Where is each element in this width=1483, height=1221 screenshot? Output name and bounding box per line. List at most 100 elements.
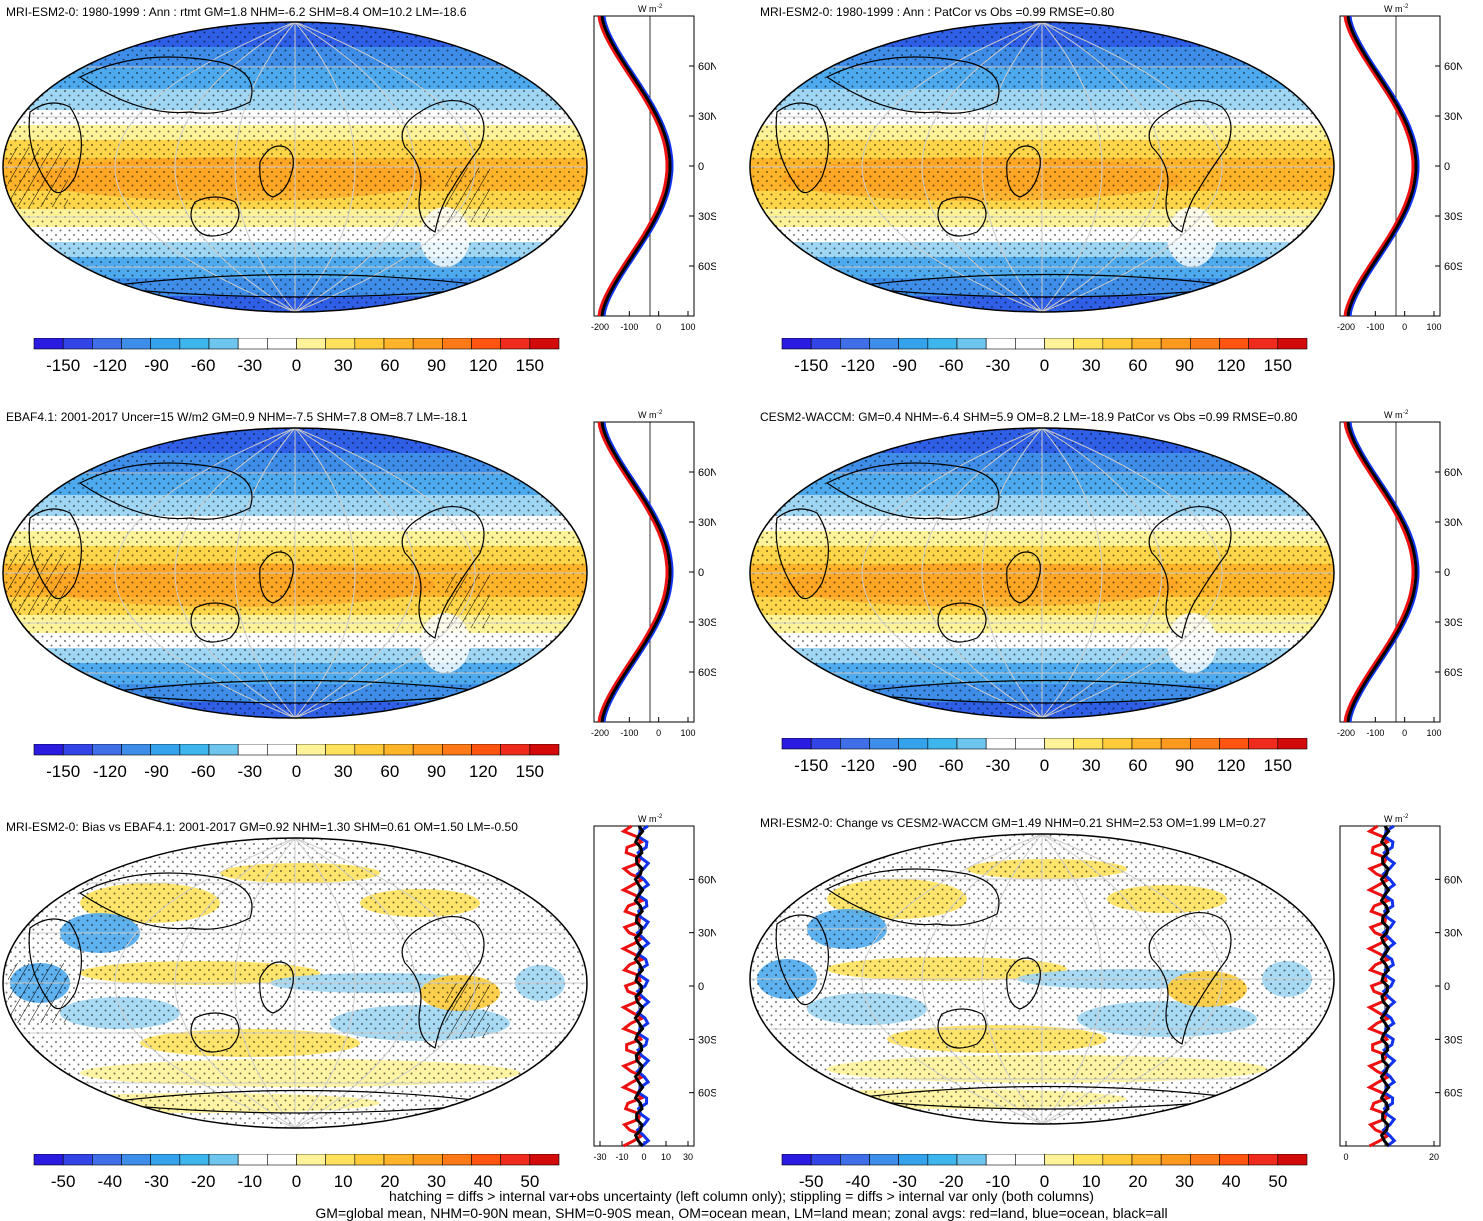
zonal-ytick-label: 30N: [698, 517, 716, 529]
colorbar-swatch: [296, 744, 326, 756]
zonal-ytick-label: 60S: [698, 667, 716, 679]
colorbar-tick-label: -30: [986, 356, 1011, 375]
colorbar-swatch: [927, 738, 958, 750]
colorbar-tick-label: -120: [93, 356, 127, 375]
colorbar-swatch: [869, 338, 899, 350]
zonal-xtick-label: -100: [620, 322, 638, 332]
panel-4-zonal-mean-plot: W m -2 60N 30N 0 30S 60S -200 -100 0 100: [1337, 410, 1462, 738]
zonal-unit-superscript: -2: [1403, 814, 1409, 820]
colorbar-tick-label: -10: [986, 1172, 1011, 1191]
zonal-xtick-label: 0: [1402, 322, 1407, 332]
colorbar-swatch: [840, 338, 870, 350]
colorbar-swatch: [500, 1154, 531, 1166]
colorbar-tick-label: -20: [191, 1172, 216, 1191]
colorbar-swatch: [1015, 1154, 1045, 1166]
colorbar-swatch: [927, 338, 958, 350]
colorbar-swatch: [985, 338, 1016, 350]
panel-1-title: MRI-ESM2-0: 1980-1999 : Ann : rtmt GM=1.…: [6, 5, 467, 19]
colorbar-swatch: [354, 1154, 385, 1166]
zonal-xtick-label: -200: [1337, 322, 1355, 332]
colorbar-tick-label: -90: [144, 356, 169, 375]
colorbar-tick-label: 0: [1040, 756, 1049, 775]
colorbar-swatch: [383, 338, 414, 350]
zonal-ytick-label: 30S: [698, 1034, 716, 1046]
colorbar-tick-label: -20: [939, 1172, 964, 1191]
colorbar-tick-label: 30: [1175, 1172, 1194, 1191]
colorbar-tick-label: -150: [46, 356, 80, 375]
panel-4-title: CESM2-WACCM: GM=0.4 NHM=-6.4 SHM=5.9 OM=…: [760, 410, 1298, 424]
zonal-unit-label: W m: [638, 4, 657, 14]
colorbar-swatch: [810, 738, 841, 750]
zonal-xtick-label: 100: [1426, 728, 1441, 738]
zonal-xtick-label: 0: [641, 1152, 646, 1162]
colorbar-swatch: [442, 744, 472, 756]
zonal-xtick-label: -200: [1337, 728, 1355, 738]
colorbar-swatch: [840, 738, 870, 750]
colorbar-swatch: [529, 338, 560, 350]
colorbar-swatch: [1160, 1154, 1191, 1166]
colorbar-swatch: [898, 1154, 929, 1166]
zonal-xtick-label: -100: [620, 728, 638, 738]
colorbar-swatch: [471, 744, 501, 756]
colorbar-tick-label: -150: [794, 356, 828, 375]
zonal-unit-label: W m: [1384, 814, 1403, 824]
colorbar-tick-label: -50: [51, 1172, 76, 1191]
colorbar-swatch: [781, 338, 812, 350]
zonal-unit-label: W m: [1384, 4, 1403, 14]
colorbar-swatch: [1219, 738, 1249, 750]
colorbar-swatch: [237, 1154, 268, 1166]
colorbar-swatch: [267, 744, 297, 756]
colorbar-swatch: [810, 1154, 841, 1166]
colorbar-tick-label: -90: [892, 756, 917, 775]
zonal-unit-superscript: -2: [657, 410, 663, 416]
zonal-unit-label: W m: [1384, 410, 1403, 420]
colorbar-swatch: [1277, 738, 1308, 750]
colorbar-tick-label: 20: [380, 1172, 399, 1191]
colorbar-tick-label: -60: [191, 762, 216, 781]
colorbar-swatch: [1102, 738, 1133, 750]
colorbar-swatch: [121, 338, 151, 350]
colorbar-tick-label: 50: [1268, 1172, 1287, 1191]
colorbar-swatch: [412, 1154, 443, 1166]
colorbar-tick-label: 90: [1175, 356, 1194, 375]
colorbar-swatch: [1131, 738, 1162, 750]
colorbar-swatch: [237, 338, 268, 350]
colorbar-tick-label: 0: [1040, 356, 1049, 375]
zonal-ytick-label: 0: [1444, 981, 1450, 993]
colorbar-swatch: [1248, 338, 1279, 350]
colorbar-swatch: [267, 1154, 297, 1166]
colorbar-tick-label: 120: [1217, 356, 1245, 375]
colorbar-swatch: [150, 338, 181, 350]
colorbar-tick-label: 150: [1264, 756, 1292, 775]
colorbar-tick-label: 40: [1222, 1172, 1241, 1191]
zonal-ytick-label: 30N: [1444, 111, 1462, 123]
colorbar-swatch: [1015, 738, 1045, 750]
colorbar-tick-label: 30: [334, 356, 353, 375]
zonal-ytick-label: 60S: [1444, 1088, 1462, 1100]
colorbar-swatch: [869, 1154, 899, 1166]
zonal-xtick-label: 100: [1426, 322, 1441, 332]
zonal-ytick-label: 30N: [698, 111, 716, 123]
colorbar-swatch: [927, 1154, 958, 1166]
zonal-ytick-label: 30N: [1444, 928, 1462, 940]
colorbar-tick-label: -90: [892, 356, 917, 375]
zonal-unit-superscript: -2: [1403, 410, 1409, 416]
colorbar-swatch: [840, 1154, 870, 1166]
colorbar-swatch: [383, 1154, 414, 1166]
zonal-xtick-label: 0: [656, 322, 661, 332]
zonal-ytick-label: 0: [698, 567, 704, 579]
colorbar-tick-label: -10: [238, 1172, 263, 1191]
colorbar-tick-label: 90: [427, 762, 446, 781]
panel-6-title: MRI-ESM2-0: Change vs CESM2-WACCM GM=1.4…: [760, 816, 1267, 830]
colorbar-tick-label: 10: [334, 1172, 353, 1191]
colorbar-tick-label: -30: [238, 762, 263, 781]
zonal-unit-superscript: -2: [1403, 4, 1409, 10]
colorbar-tick-label: -60: [191, 356, 216, 375]
zonal-ytick-label: 30N: [698, 928, 716, 940]
colorbar-swatch: [471, 1154, 501, 1166]
colorbar-swatch: [1219, 338, 1249, 350]
colorbar-tick-label: 10: [1082, 1172, 1101, 1191]
colorbar-swatch: [781, 738, 812, 750]
colorbar-swatch: [150, 744, 181, 756]
colorbar-swatch: [62, 338, 93, 350]
